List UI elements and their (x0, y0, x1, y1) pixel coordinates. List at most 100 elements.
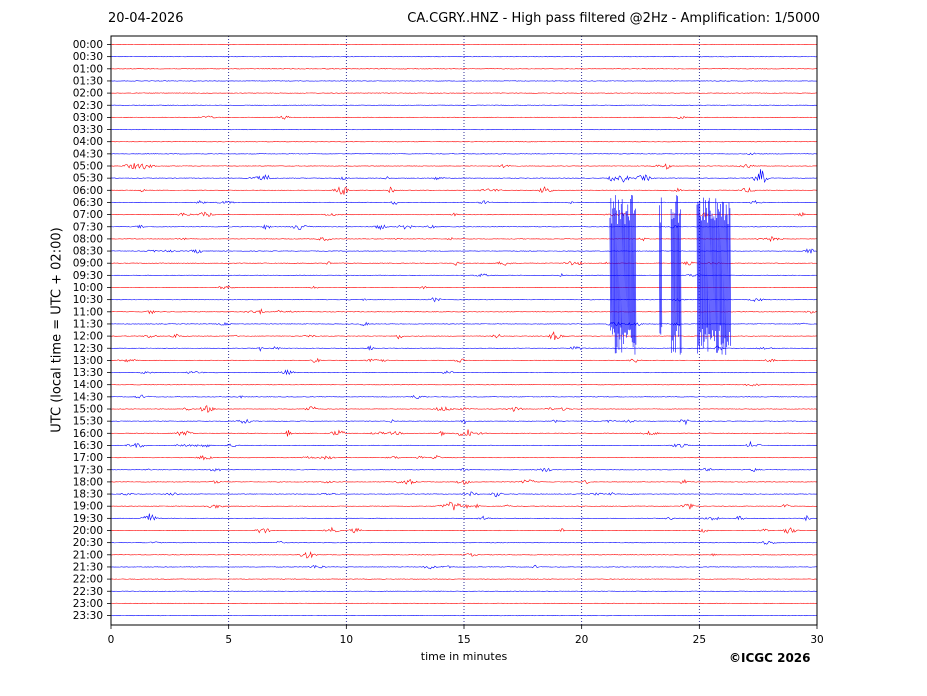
trace-2300 (110, 602, 818, 604)
y-tick-label: 00:30 (73, 51, 103, 63)
y-tick-label: 05:30 (73, 173, 103, 185)
y-tick-label: 05:00 (73, 161, 103, 173)
trace-1630 (110, 440, 818, 448)
y-tick-label: 20:00 (73, 525, 103, 537)
y-tick-label: 07:30 (73, 221, 103, 233)
y-tick-label: 09:30 (73, 270, 103, 282)
y-tick-label: 03:00 (73, 112, 103, 124)
trace-2330 (110, 614, 818, 617)
trace-2230 (110, 590, 818, 592)
date-label: 20-04-2026 (108, 11, 184, 26)
event-burst (609, 194, 637, 355)
trace-1900 (110, 501, 818, 511)
y-axis: 00:0000:3001:0001:3002:0002:3003:0003:30… (73, 39, 111, 622)
trace-0630 (110, 200, 818, 205)
y-tick-label: 17:00 (73, 452, 103, 464)
trace-0700 (110, 211, 818, 218)
y-tick-label: 13:30 (73, 367, 103, 379)
y-tick-label: 10:30 (73, 294, 103, 306)
trace-0400 (110, 141, 818, 143)
copyright-label: ©ICGC 2026 (729, 651, 811, 665)
trace-2030 (110, 541, 818, 545)
y-tick-label: 13:00 (73, 355, 103, 367)
trace-1230 (110, 345, 818, 352)
trace-1430 (110, 394, 818, 399)
y-tick-label: 15:00 (73, 404, 103, 416)
trace-1530 (110, 418, 818, 426)
trace-0000 (110, 43, 818, 46)
y-tick-label: 16:00 (73, 428, 103, 440)
x-tick-label: 10 (340, 634, 353, 646)
event-burst (659, 197, 663, 335)
y-tick-label: 06:30 (73, 197, 103, 209)
trace-2100 (110, 551, 818, 559)
x-axis: 0 5 10 15 20 25 30 (108, 625, 824, 646)
y-tick-label: 17:30 (73, 464, 103, 476)
x-tick-label: 0 (108, 634, 115, 646)
trace-1800 (110, 478, 818, 485)
y-tick-label: 07:00 (73, 209, 103, 221)
trace-2200 (110, 578, 818, 580)
trace-0130 (110, 80, 818, 82)
y-tick-label: 11:30 (73, 318, 103, 330)
trace-0300 (110, 115, 818, 120)
x-axis-label: time in minutes (420, 650, 508, 663)
y-tick-label: 14:00 (73, 379, 103, 391)
trace-0430 (110, 152, 818, 156)
y-tick-label: 00:00 (73, 39, 103, 51)
y-tick-label: 22:00 (73, 574, 103, 586)
x-tick-label: 15 (457, 634, 470, 646)
y-axis-label: UTC (local time = UTC + 02:00) (49, 227, 65, 433)
y-tick-label: 18:30 (73, 489, 103, 501)
event-burst (670, 195, 682, 355)
trace-1830 (110, 491, 818, 498)
y-tick-label: 16:30 (73, 440, 103, 452)
trace-1330 (110, 369, 818, 376)
trace-0230 (110, 104, 818, 106)
y-tick-label: 20:30 (73, 537, 103, 549)
y-tick-label: 01:00 (73, 63, 103, 75)
trace-0730 (110, 224, 818, 231)
grid-lines (228, 36, 700, 625)
trace-1030 (110, 297, 818, 303)
trace-0100 (110, 68, 818, 70)
y-tick-label: 12:30 (73, 343, 103, 355)
y-tick-label: 04:00 (73, 136, 103, 148)
y-tick-label: 23:30 (73, 610, 103, 622)
x-tick-label: 25 (693, 634, 706, 646)
trace-1600 (111, 429, 818, 437)
y-tick-label: 10:00 (73, 282, 103, 294)
trace-0500 (110, 163, 818, 170)
trace-2000 (110, 526, 818, 534)
trace-1400 (110, 383, 818, 387)
y-tick-label: 18:00 (73, 476, 103, 488)
y-tick-label: 08:00 (73, 233, 103, 245)
trace-1130 (110, 321, 818, 327)
y-tick-label: 19:00 (73, 501, 103, 513)
y-tick-label: 02:30 (73, 100, 103, 112)
trace-0800 (110, 236, 818, 243)
y-tick-label: 12:00 (73, 331, 103, 343)
y-tick-label: 21:00 (73, 549, 103, 561)
y-tick-label: 08:30 (73, 246, 103, 258)
y-tick-label: 19:30 (73, 513, 103, 525)
trace-1300 (110, 357, 818, 363)
trace-2130 (110, 564, 818, 570)
y-tick-label: 06:00 (73, 185, 103, 197)
trace-0530 (110, 169, 818, 184)
x-tick-label: 20 (575, 634, 588, 646)
chart-title: CA.CGRY..HNZ - High pass filtered @2Hz -… (407, 11, 820, 26)
y-tick-label: 11:00 (73, 306, 103, 318)
y-tick-label: 22:30 (73, 586, 103, 598)
y-tick-label: 15:30 (73, 416, 103, 428)
trace-1500 (110, 405, 818, 413)
y-tick-label: 01:30 (73, 75, 103, 87)
trace-1730 (110, 467, 818, 472)
y-tick-label: 14:30 (73, 391, 103, 403)
trace-1930 (110, 513, 818, 522)
y-tick-label: 09:00 (73, 258, 103, 270)
event-signal (609, 194, 731, 355)
trace-1700 (110, 455, 818, 461)
trace-0030 (110, 56, 818, 58)
